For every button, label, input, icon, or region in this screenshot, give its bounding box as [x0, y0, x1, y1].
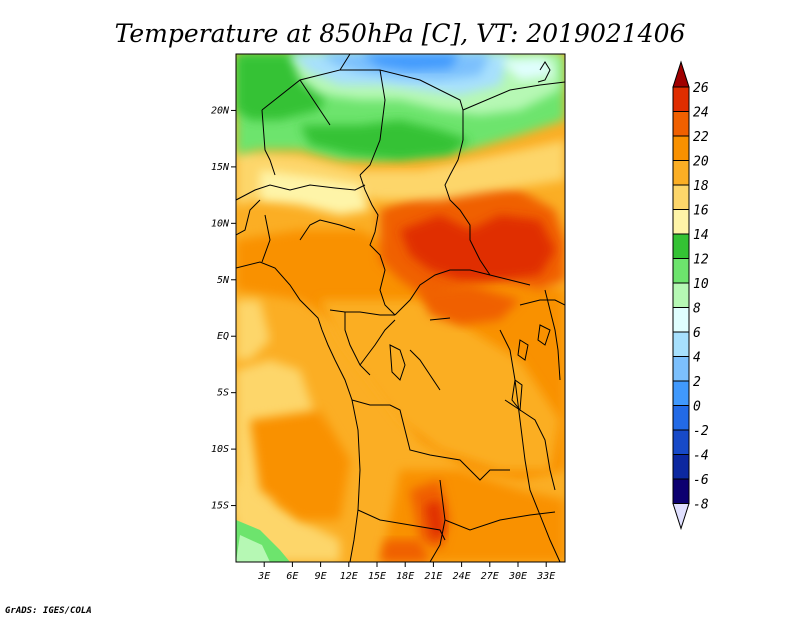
map-frame [235, 53, 566, 563]
colorbar-label: 18 [693, 179, 709, 194]
colorbar-label: 4 [693, 351, 701, 366]
colorbar-label: 6 [693, 326, 701, 341]
colorbar-segment [672, 209, 690, 235]
lat-tick-label: 10N [211, 218, 230, 229]
lon-tick-label: 12E [340, 571, 358, 582]
colorbar-label: -8 [693, 498, 709, 513]
colorbar-segment [672, 282, 690, 308]
colorbar-segment [672, 356, 690, 382]
colorbar-label: 0 [693, 400, 701, 415]
lon-tick-label: 18E [396, 571, 414, 582]
colorbar-label: -4 [693, 449, 709, 464]
colorbar-segment [672, 405, 690, 431]
lat-tick-label: 15N [211, 162, 230, 173]
lat-tick-label: 10S [211, 444, 229, 455]
colorbar-segment [672, 233, 690, 259]
lat-tick-label: 20N [211, 105, 230, 116]
colorbar-segment [672, 454, 690, 480]
colorbar-label: 20 [693, 155, 709, 170]
colorbar-label: 16 [693, 204, 709, 219]
lon-tick-label: 6E [286, 571, 298, 582]
colorbar-label: 10 [693, 277, 709, 292]
colorbar-segment [672, 258, 690, 284]
colorbar-label: 24 [693, 106, 709, 121]
colorbar-label: 26 [693, 81, 709, 96]
colorbar-label: 14 [693, 228, 709, 243]
colorbar-segment [672, 135, 690, 161]
colorbar-top-arrow [672, 60, 690, 88]
colorbar-segment [672, 478, 690, 504]
lon-tick-label: 30E [508, 571, 527, 582]
colorbar-segment [672, 160, 690, 186]
temperature-field [236, 54, 565, 562]
colorbar-segment [672, 184, 690, 210]
map-title: Temperature at 850hPa [C], VT: 201902140… [115, 19, 686, 48]
grads-credit: GrADS: IGES/COLA [5, 606, 92, 616]
colorbar-label: 8 [693, 302, 701, 317]
colorbar-bottom-arrow [672, 503, 690, 531]
colorbar-segment [672, 331, 690, 357]
colorbar-segment [672, 429, 690, 455]
colorbar-segment [672, 380, 690, 406]
lat-tick-label: 5N [217, 275, 230, 286]
colorbar-label: 22 [693, 130, 709, 145]
lon-tick-label: 33E [536, 571, 555, 582]
lon-tick-label: 9E [315, 571, 327, 582]
colorbar-label: -2 [693, 424, 709, 439]
lat-tick-label: 15S [211, 501, 229, 512]
colorbar-label: -6 [693, 473, 709, 488]
lon-tick-label: 21E [424, 571, 442, 582]
colorbar-segment [672, 86, 690, 112]
lat-tick-label: 5S [217, 388, 229, 399]
lon-tick-label: 27E [481, 571, 499, 582]
colorbar-label: 12 [693, 253, 709, 268]
lon-tick-label: 3E [257, 571, 270, 582]
colorbar-label: 2 [693, 375, 701, 390]
latitude-axis: 20N 15N 10N 5N EQ 5S 10S 15S [211, 105, 236, 512]
longitude-axis: 3E 6E 9E 12E 15E 18E 21E 24E 27E 30E 33E [257, 562, 555, 582]
lon-tick-label: 15E [368, 571, 386, 582]
lon-tick-label: 24E [453, 571, 471, 582]
lat-tick-label: EQ [217, 331, 229, 342]
colorbar-segment [672, 307, 690, 333]
colorbar-segment [672, 111, 690, 137]
country-borders [236, 54, 565, 562]
